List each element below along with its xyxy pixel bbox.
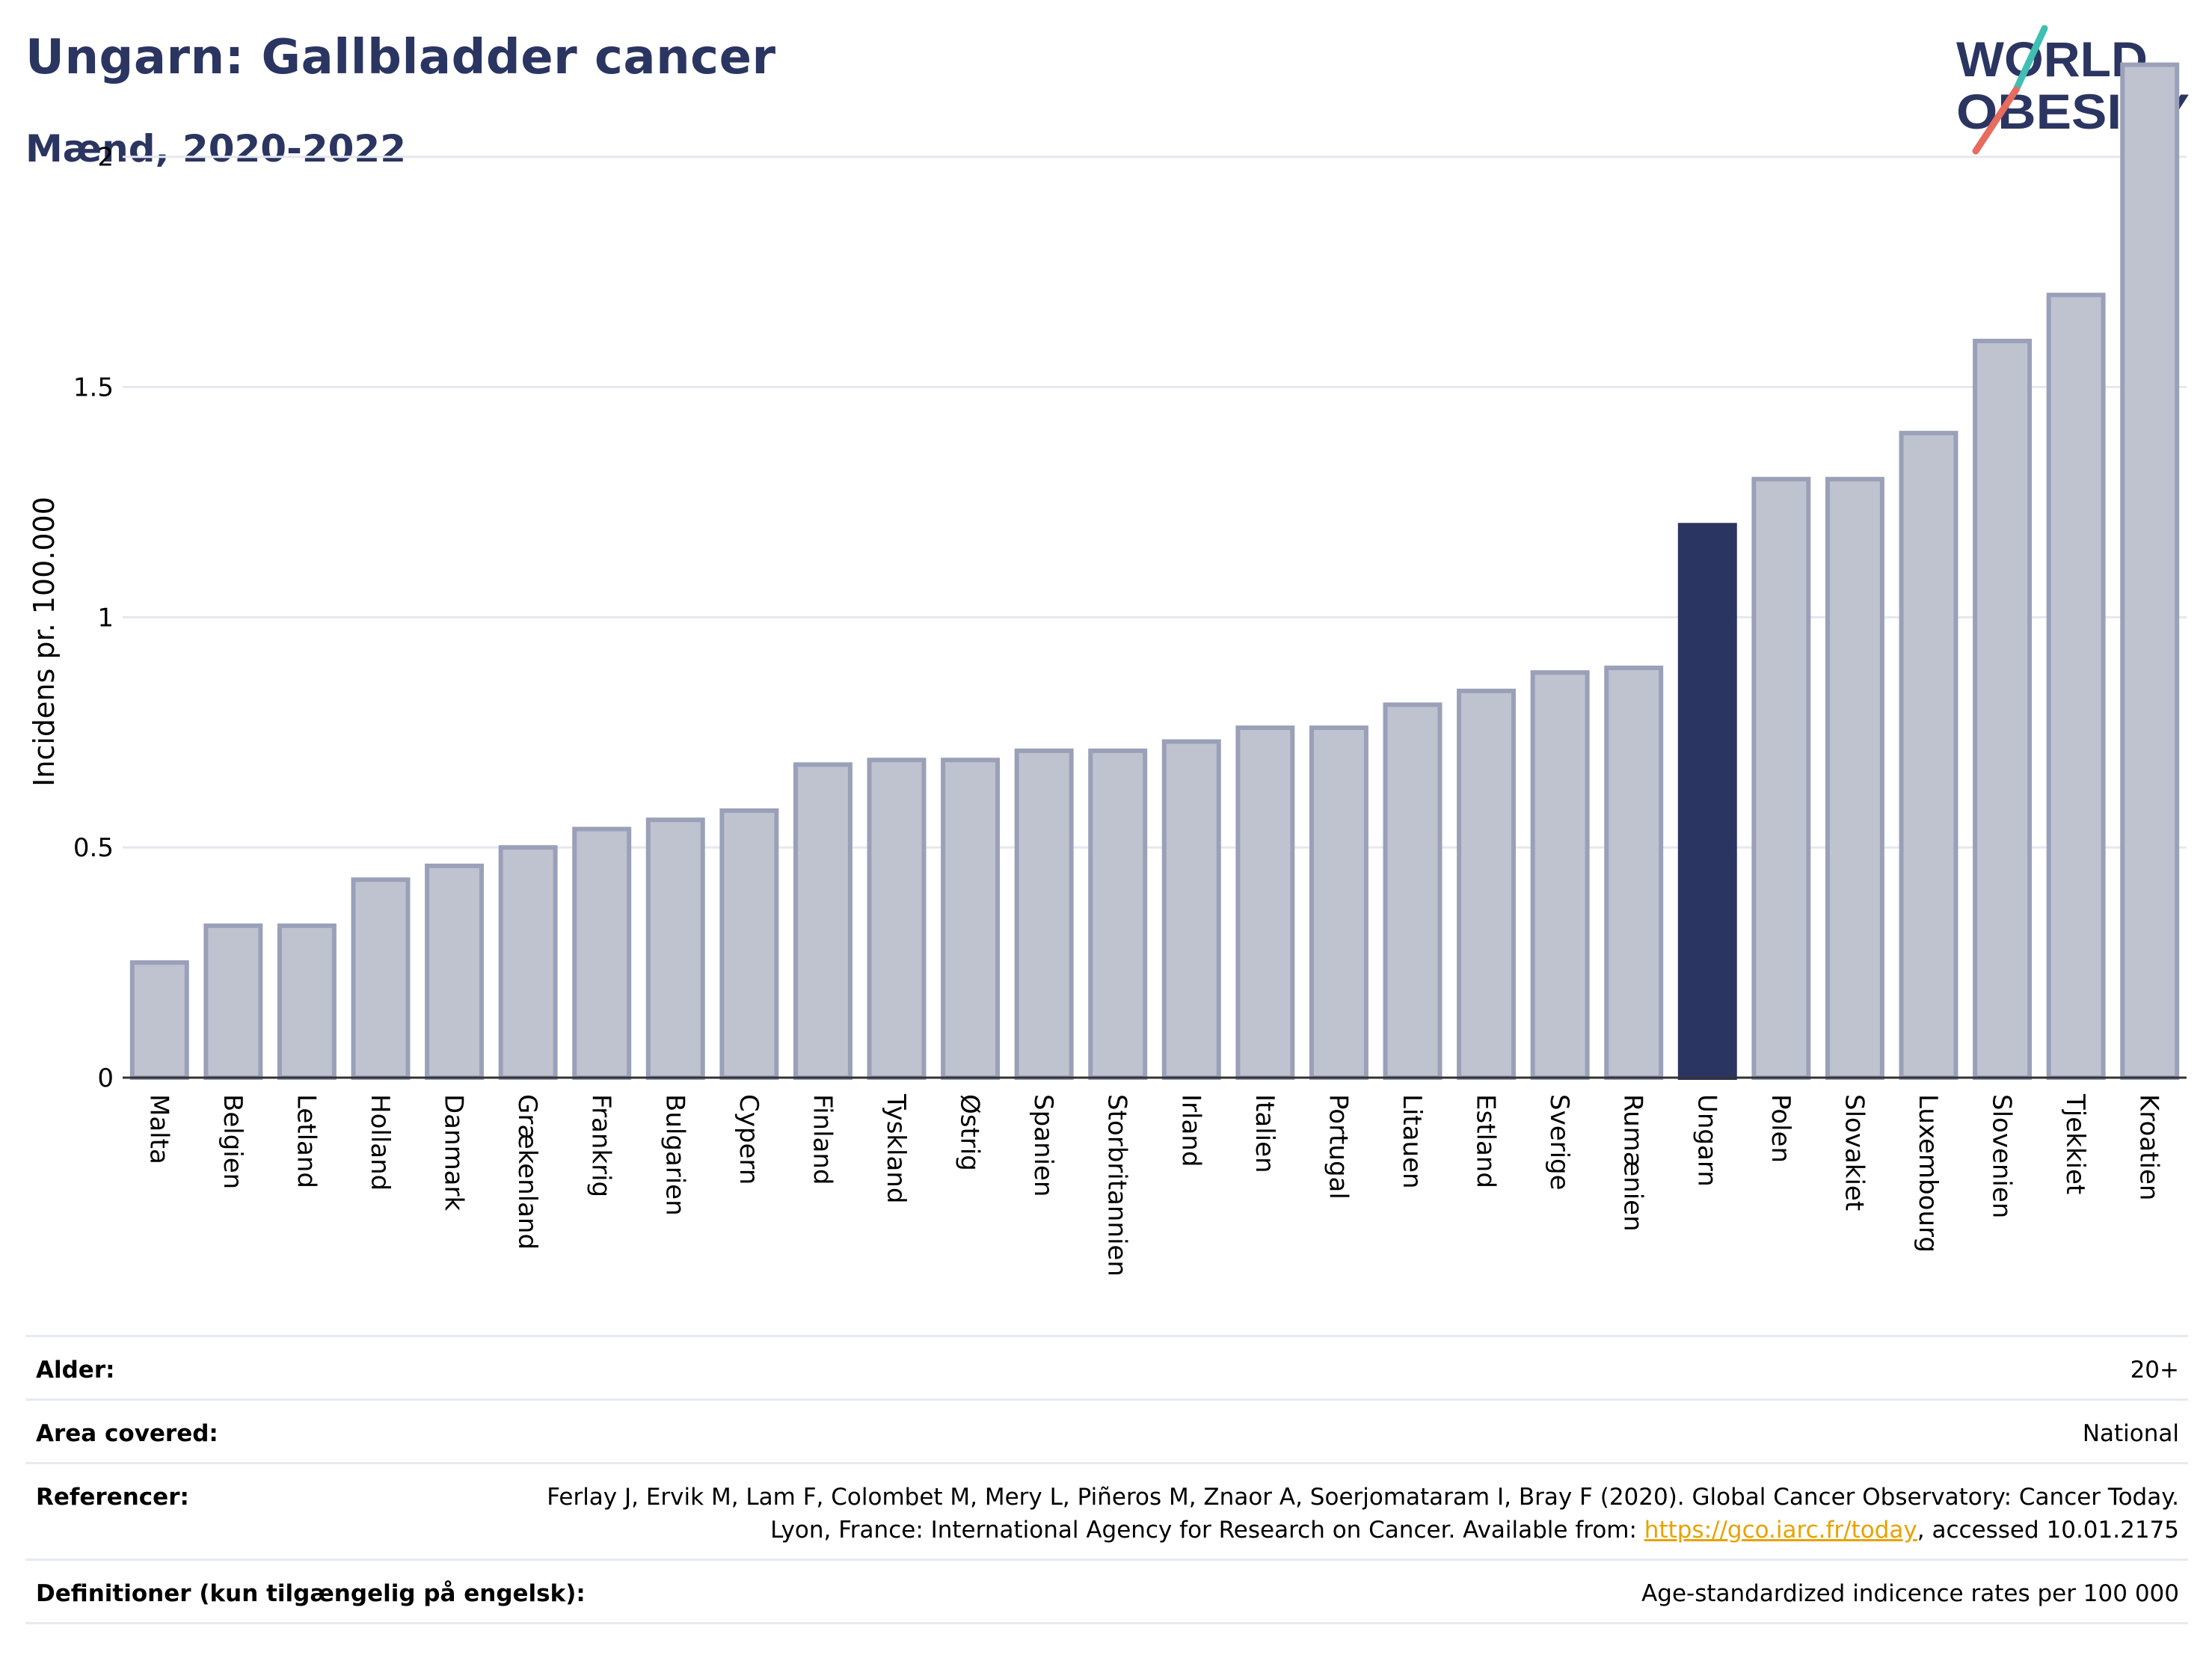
references-text: Ferlay J, Ervik M, Lam F, Colombet M, Me… [547, 1484, 2179, 1544]
x-tick-label: Spanien [1028, 1094, 1058, 1197]
age-label: Alder: [36, 1357, 115, 1384]
y-axis-label: Incidens pr. 100.000 [28, 497, 61, 787]
x-tick-label: Rumænien [1618, 1094, 1648, 1232]
references-link[interactable]: https://gco.iarc.fr/today [1644, 1517, 1917, 1544]
bar [129, 960, 189, 1080]
bar-chart: 0 0.5 1 1.5 2 Malta Belgien Letland Holland Danm… [28, 62, 2187, 1277]
x-tick-label: Polen [1766, 1094, 1795, 1163]
bar [1457, 688, 1517, 1080]
metadata-table: Alder: 20+ Area covered: National Refere… [25, 1335, 2188, 1624]
bar [1973, 338, 2033, 1080]
x-tick-label: Bulgarien [660, 1094, 689, 1216]
bar [203, 923, 263, 1081]
x-tick-label: Italien [1250, 1094, 1279, 1173]
bar [572, 826, 632, 1081]
references-label: Referencer: [36, 1484, 189, 1511]
area-value: National [2082, 1420, 2179, 1447]
x-tick-label: Portugal [1323, 1094, 1353, 1200]
y-tick-label: 1 [97, 603, 114, 633]
bar [1604, 666, 1664, 1080]
x-tick-label: Kroatien [2134, 1094, 2164, 1200]
bar [1751, 476, 1811, 1080]
logo-slash-coral [1972, 86, 2020, 155]
bar [1161, 739, 1221, 1080]
definitions-label: Definitioner (kun tilgængelig på engelsk… [36, 1580, 586, 1607]
bar [719, 808, 779, 1080]
x-tick-label: Estland [1471, 1094, 1501, 1188]
x-tick-label: Ungarn [1692, 1094, 1721, 1187]
bar [1088, 748, 1148, 1080]
x-tick-label: Litauen [1397, 1094, 1427, 1189]
bar [498, 845, 558, 1081]
bar [645, 817, 705, 1080]
x-tick-label: Slovenien [1987, 1094, 2017, 1218]
x-tick-labels: Malta Belgien Letland Holland Danmark Grækenl… [144, 1093, 2163, 1277]
meta-row-references: Referencer: Ferlay J, Ervik M, Lam F, Co… [25, 1462, 2188, 1559]
x-tick-label: Danmark [439, 1094, 469, 1211]
x-tick-label: Finland [807, 1094, 837, 1185]
x-tick-label: Østrig [955, 1094, 985, 1171]
x-tick-label: Sverige [1544, 1094, 1574, 1191]
references-accessed: , accessed 10.01.2175 [1917, 1517, 2179, 1544]
bar [277, 923, 337, 1081]
references-value: Ferlay J, Ervik M, Lam F, Colombet M, Me… [534, 1481, 2179, 1547]
y-tick-label: 1.5 [73, 373, 114, 403]
page-title: Ungarn: Gallbladder cancer [25, 30, 776, 85]
bar [1899, 431, 1958, 1080]
bar [1530, 670, 1590, 1080]
y-tick-label: 0.5 [73, 833, 114, 863]
bar [867, 758, 927, 1080]
bars [129, 62, 2180, 1081]
logo-line1: WORLD [1956, 31, 2148, 87]
y-tick-label: 2 [97, 143, 114, 173]
meta-row-area: Area covered: National [25, 1398, 2188, 1462]
y-tick-label: 0 [97, 1063, 114, 1093]
x-tick-label: Letland [291, 1094, 321, 1188]
bar [2120, 62, 2180, 1081]
x-tick-label: Holland [365, 1094, 395, 1191]
bar [1309, 725, 1368, 1081]
x-tick-label: Storbritannien [1102, 1094, 1132, 1277]
page-subtitle: Mænd, 2020-2022 [25, 127, 407, 171]
bar [1383, 702, 1443, 1080]
definitions-value: Age-standardized indicence rates per 100… [1641, 1580, 2179, 1607]
bar [941, 758, 1001, 1080]
x-tick-label: Luxembourg [1913, 1094, 1943, 1253]
x-tick-label: Cypern [734, 1094, 764, 1185]
area-label: Area covered: [36, 1420, 218, 1447]
bar [2046, 292, 2106, 1080]
y-tick-labels: 0 0.5 1 1.5 2 [73, 143, 114, 1093]
x-tick-label: Malta [144, 1094, 173, 1164]
x-tick-label: Grækenland [512, 1094, 542, 1250]
meta-row-definitions: Definitioner (kun tilgængelig på engelsk… [25, 1559, 2188, 1624]
x-tick-label: Tyskland [881, 1093, 911, 1203]
bar [1014, 748, 1074, 1080]
bar-highlight [1677, 523, 1737, 1080]
meta-row-age: Alder: 20+ [25, 1335, 2188, 1398]
x-tick-label: Tjekkiet [2060, 1093, 2090, 1194]
bar [1235, 725, 1295, 1081]
x-tick-label: Slovakiet [1839, 1094, 1869, 1211]
bar [425, 863, 485, 1081]
age-value: 20+ [2130, 1357, 2179, 1384]
bar [1825, 476, 1884, 1080]
logo-slash-teal [2012, 25, 2048, 93]
x-tick-label: Irland [1176, 1094, 1205, 1167]
x-tick-label: Frankrig [586, 1094, 616, 1197]
x-tick-label: Belgien [218, 1094, 248, 1189]
bar [351, 877, 411, 1080]
bar [793, 762, 852, 1080]
